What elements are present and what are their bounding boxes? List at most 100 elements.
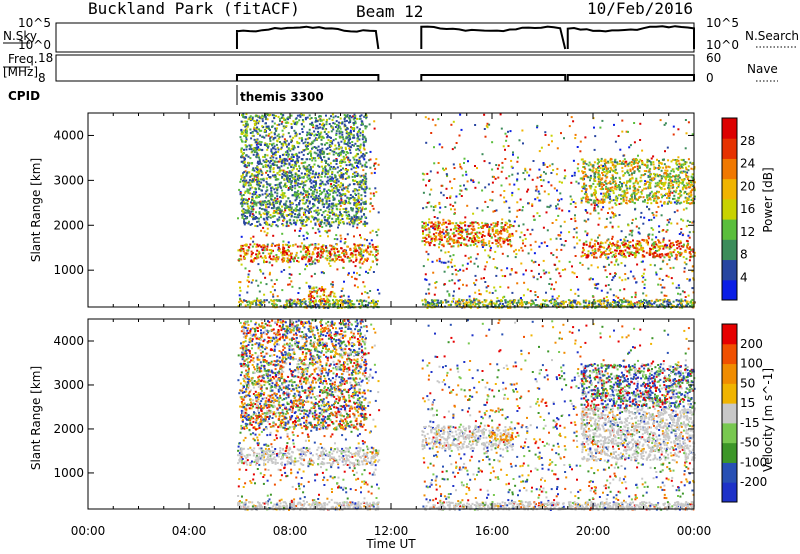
scatter-cell [282, 142, 285, 145]
scatter-cell [448, 294, 451, 297]
scatter-cell [266, 143, 269, 146]
scatter-cell [269, 137, 271, 140]
scatter-cell [692, 277, 695, 280]
scatter-cell [602, 252, 605, 255]
scatter-cell [252, 217, 255, 220]
scatter-cell [509, 273, 512, 276]
scatter-cell [335, 203, 338, 206]
scatter-cell [425, 224, 428, 227]
scatter-cell [436, 171, 439, 174]
scatter-cell [254, 224, 257, 227]
scatter-cell [293, 302, 296, 305]
scatter-cell [348, 217, 351, 220]
scatter-cell [337, 152, 340, 155]
scatter-cell [618, 246, 621, 249]
scatter-cell [669, 245, 672, 248]
scatter-cell [375, 300, 378, 303]
scatter-cell [616, 172, 619, 175]
scatter-cell [293, 299, 296, 302]
scatter-cell [464, 224, 467, 227]
scatter-cell [361, 262, 364, 265]
scatter-cell [455, 304, 458, 307]
scatter-cell [243, 299, 245, 302]
scatter-cell [310, 117, 313, 119]
scatter-cell [498, 164, 500, 167]
scatter-cell [522, 242, 524, 245]
scatter-cell [286, 257, 289, 260]
scatter-cell [484, 249, 487, 252]
scatter-cell [320, 115, 322, 118]
scatter-cell [689, 253, 692, 256]
scatter-cell [359, 306, 362, 309]
scatter-cell [294, 184, 297, 187]
scatter-cell [584, 191, 587, 194]
scatter-cell [543, 272, 546, 275]
scatter-cell [242, 131, 245, 134]
scatter-cell [357, 135, 360, 138]
scatter-cell [546, 229, 549, 232]
scatter-cell [306, 248, 309, 251]
scatter-cell [643, 287, 646, 289]
scatter-cell [425, 206, 428, 209]
scatter-cell [373, 305, 376, 308]
scatter-cell [275, 207, 278, 210]
scatter-cell [648, 253, 651, 256]
scatter-cell [251, 192, 254, 195]
scatter-cell [266, 203, 269, 206]
scatter-cell [504, 301, 507, 304]
scatter-cell [341, 303, 344, 306]
scatter-cell [605, 217, 608, 220]
scatter-cell [444, 261, 447, 264]
scatter-cell [638, 242, 641, 245]
scatter-cell [534, 304, 537, 307]
scatter-cell [593, 302, 596, 305]
scatter-cell [280, 251, 283, 254]
scatter-cell [564, 240, 567, 242]
scatter-cell [574, 137, 577, 140]
scatter-cell [308, 258, 310, 261]
scatter-cell [558, 305, 561, 308]
scatter-cell [621, 301, 623, 304]
scatter-cell [555, 303, 558, 305]
scatter-cell [347, 295, 350, 298]
scatter-cell [350, 126, 352, 129]
scatter-cell [498, 231, 501, 234]
scatter-cell [253, 300, 256, 302]
scatter-cell [504, 158, 507, 160]
scatter-cell [447, 242, 450, 245]
scatter-cell [488, 235, 491, 237]
scatter-cell [267, 114, 270, 117]
scatter-cell [317, 164, 320, 167]
scatter-cell [619, 303, 622, 306]
scatter-cell [315, 182, 318, 185]
scatter-cell [260, 181, 263, 184]
scatter-cell [619, 194, 622, 197]
beam-title: Beam 12 [356, 2, 423, 21]
scatter-cell [350, 208, 353, 211]
scatter-cell [503, 238, 506, 241]
scatter-cell [355, 207, 358, 210]
scatter-cell [537, 190, 540, 193]
scatter-cell [445, 226, 448, 229]
scatter-cell [253, 169, 256, 172]
scatter-cell [598, 217, 601, 220]
scatter-cell [263, 293, 266, 296]
scatter-cell [675, 240, 678, 243]
scatter-cell [353, 221, 356, 224]
scatter-cell [503, 295, 506, 298]
scatter-cell [564, 268, 567, 271]
scatter-cell [362, 144, 365, 146]
scatter-cell [499, 285, 502, 288]
scatter-cell [591, 295, 594, 298]
scatter-cell [343, 157, 346, 160]
scatter-cell [270, 244, 273, 247]
scatter-cell [326, 134, 329, 137]
scatter-cell [488, 123, 491, 126]
scatter-cell [244, 209, 247, 212]
scatter-cell [313, 130, 316, 133]
scatter-cell [685, 225, 688, 228]
scatter-cell [256, 297, 259, 300]
scatter-cell [657, 299, 659, 302]
scatter-cell [259, 281, 262, 284]
scatter-cell [491, 199, 494, 202]
